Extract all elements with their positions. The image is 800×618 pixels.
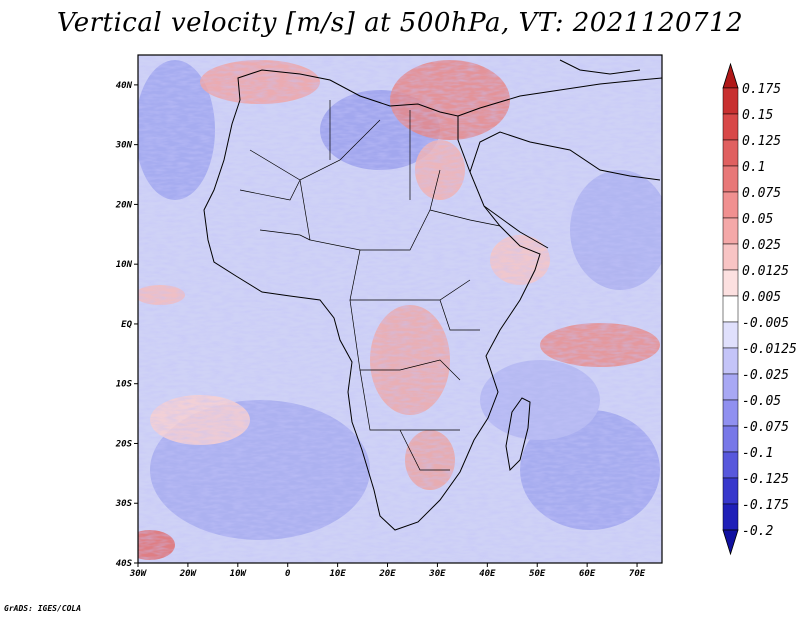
colorbar-label: 0.175 [742,82,781,97]
colorbar-swatch [722,425,739,453]
grads-credit: GrADS: IGES/COLA [4,604,82,613]
lat-tick-label: 30N [115,141,133,151]
colorbar-label: -0.0125 [742,342,797,357]
colorbar-label: -0.005 [742,316,789,331]
colorbar-label: 0.15 [742,108,773,123]
colorbar-swatch [722,321,739,349]
map-plot-area [138,55,662,563]
lat-tick-label: 20N [115,200,133,210]
colorbar-swatch [722,113,739,141]
colorbar-swatch [722,165,739,193]
colorbar-bottom-arrow [722,529,739,556]
colorbar-swatch [722,191,739,219]
colorbar-label: -0.1 [742,446,773,461]
field-texture [138,55,662,563]
colorbar-top-arrow [722,62,739,89]
colorbar-label: -0.125 [742,472,789,487]
colorbar-label: -0.025 [742,368,789,383]
lon-tick-label: 50E [529,569,546,579]
lat-tick-label: EQ [121,320,132,330]
coastlines [203,59,662,531]
lon-tick-label: 60E [579,569,596,579]
colorbar-label: -0.2 [742,524,773,539]
colorbar-swatch [722,503,739,531]
colorbar-swatch [722,243,739,271]
colorbar-label: 0.0125 [742,264,789,279]
colorbar-swatch [722,373,739,401]
colorbar-label: -0.175 [742,498,789,513]
lat-tick-label: 40N [116,81,133,91]
colorbar-swatch [722,269,739,297]
lat-tick-labels: 40N 30N 20N 10N EQ 10S 20S 30S 40S [115,81,138,569]
lat-tick-label: 10N [116,260,133,270]
lon-tick-label: 10E [329,569,346,579]
colorbar-swatch [722,217,739,245]
lon-tick-label: 70E [629,569,646,579]
colorbar-label: 0.05 [742,212,773,227]
lon-tick-label: 0 [285,569,291,579]
lon-tick-label: 40E [479,569,496,579]
colorbar-swatch [722,451,739,479]
colorbar-swatch [722,399,739,427]
colorbar-label: 0.025 [742,238,781,253]
colorbar-swatch [722,477,739,505]
lon-tick-label: 10W [230,569,248,579]
colorbar-label: 0.125 [742,134,781,149]
colorbar-swatch [722,139,739,167]
map-title: Vertical velocity [m/s] at 500hPa, VT: 2… [56,8,744,38]
colorbar-swatch [722,295,739,323]
colorbar-swatch [722,347,739,375]
colorbar-swatch [722,87,739,115]
colorbar-label: -0.075 [742,420,789,435]
lat-tick-label: 30S [115,499,133,509]
lat-tick-label: 40S [116,559,133,569]
lon-tick-label: 30W [129,569,148,579]
lat-tick-label: 10S [116,380,133,390]
lon-tick-labels: 30W 20W 10W 0 10E 20E 30E 40E 50E 60E 70E [129,563,646,579]
map-frame [137,54,663,564]
lon-tick-label: 30E [428,569,446,579]
country-borders [239,100,501,471]
lon-tick-label: 20E [378,569,396,579]
colorbar-label: 0.005 [742,290,781,305]
colorbar: 0.175 0.15 0.125 0.1 0.075 0.05 0.025 0.0125 0.0… [722,62,797,556]
colorbar-label: 0.1 [742,160,765,175]
colorbar-label: -0.05 [742,394,781,409]
lon-tick-label: 20W [179,569,198,579]
lat-tick-label: 20S [115,439,133,449]
colorbar-label: 0.075 [742,186,781,201]
